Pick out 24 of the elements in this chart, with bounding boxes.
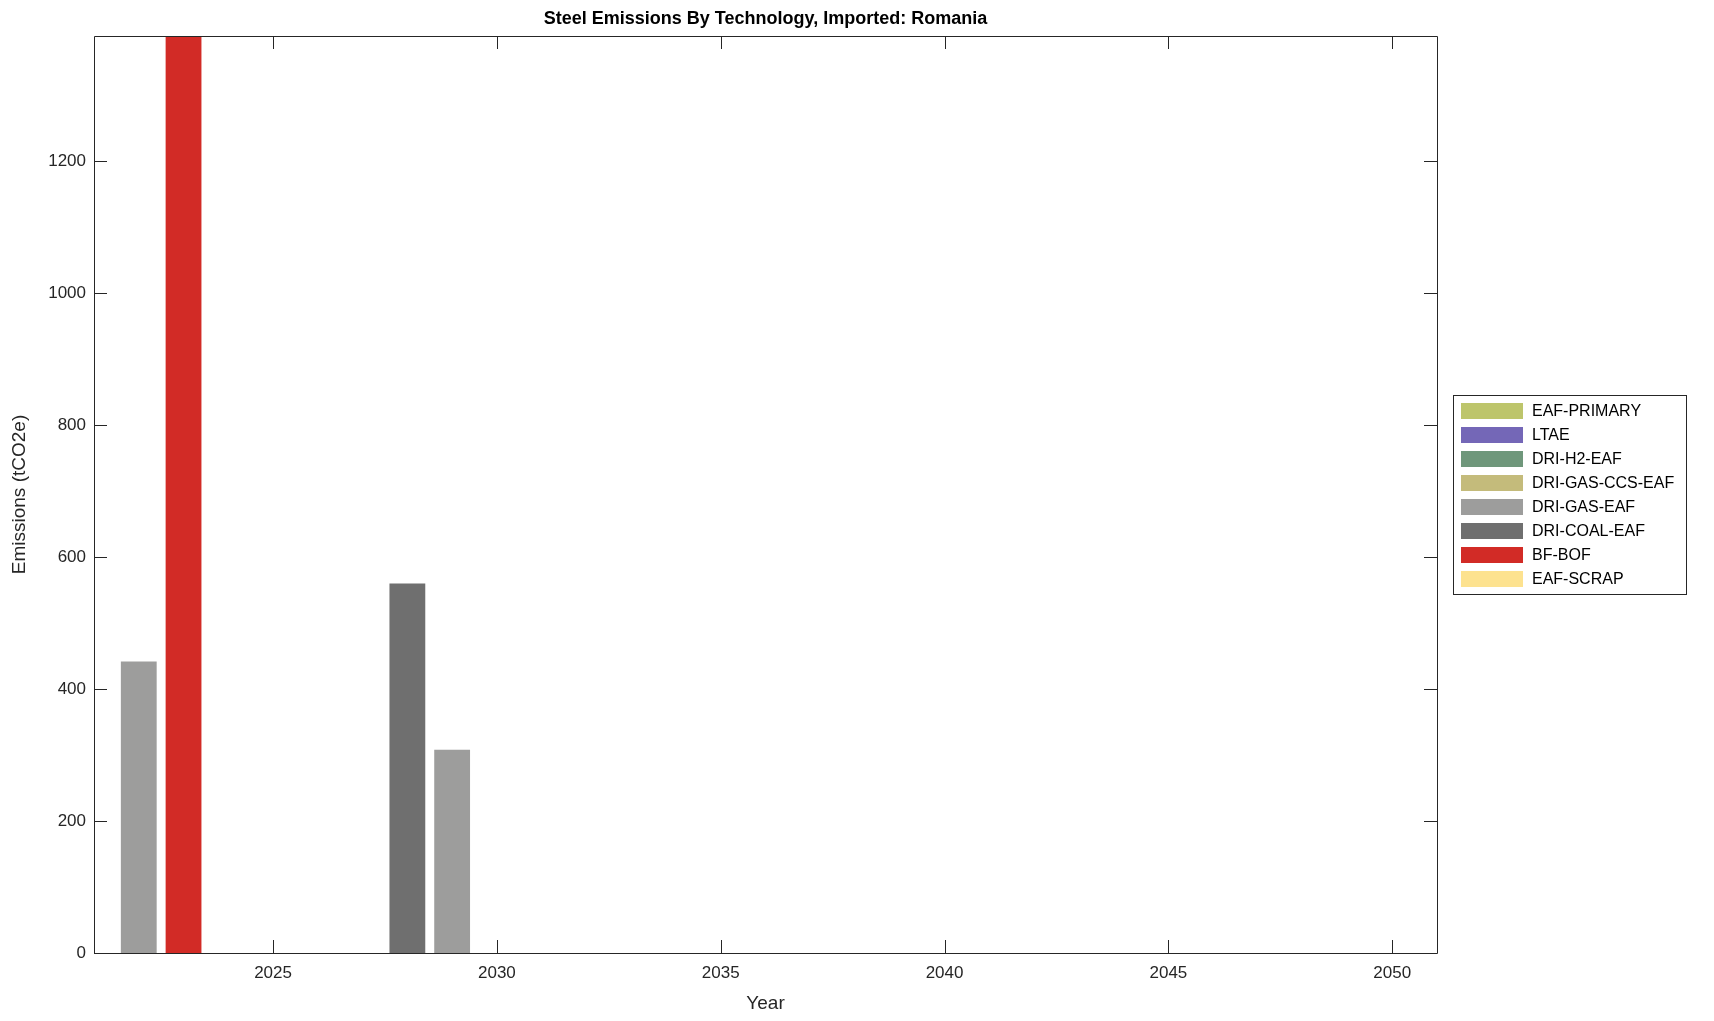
x-tick-label: 2040 [925,962,964,982]
chart-title: Steel Emissions By Technology, Imported: Romania [543,7,989,28]
x-tick-label: 2035 [701,962,740,982]
x-tick-label: 2045 [1149,962,1188,982]
legend-label: DRI-H2-EAF [1532,449,1622,468]
y-tick-label: 0 [76,942,86,962]
legend-label: DRI-GAS-CCS-EAF [1532,473,1675,492]
y-tick-label: 400 [57,678,86,698]
y-tick-label: 1200 [48,151,86,171]
y-tick-label: 800 [57,414,86,434]
y-axis-title: Emissions (tCO2e) [7,414,29,575]
x-axis-title: Year [746,991,786,1013]
legend-label: EAF-SCRAP [1532,569,1624,588]
y-tick-label: 200 [57,810,86,830]
x-tick-label: 2030 [477,962,516,982]
legend-label: EAF-PRIMARY [1532,401,1642,420]
y-tick-label: 1000 [48,282,86,302]
y-tick-label: 600 [57,546,86,566]
x-tick-label: 2025 [254,962,292,982]
x-tick-label: 2050 [1373,962,1412,982]
legend-label: BF-BOF [1532,545,1591,564]
legend-label: DRI-GAS-EAF [1532,497,1636,516]
legend-label: DRI-COAL-EAF [1532,521,1645,540]
legend-label: LTAE [1532,425,1570,444]
